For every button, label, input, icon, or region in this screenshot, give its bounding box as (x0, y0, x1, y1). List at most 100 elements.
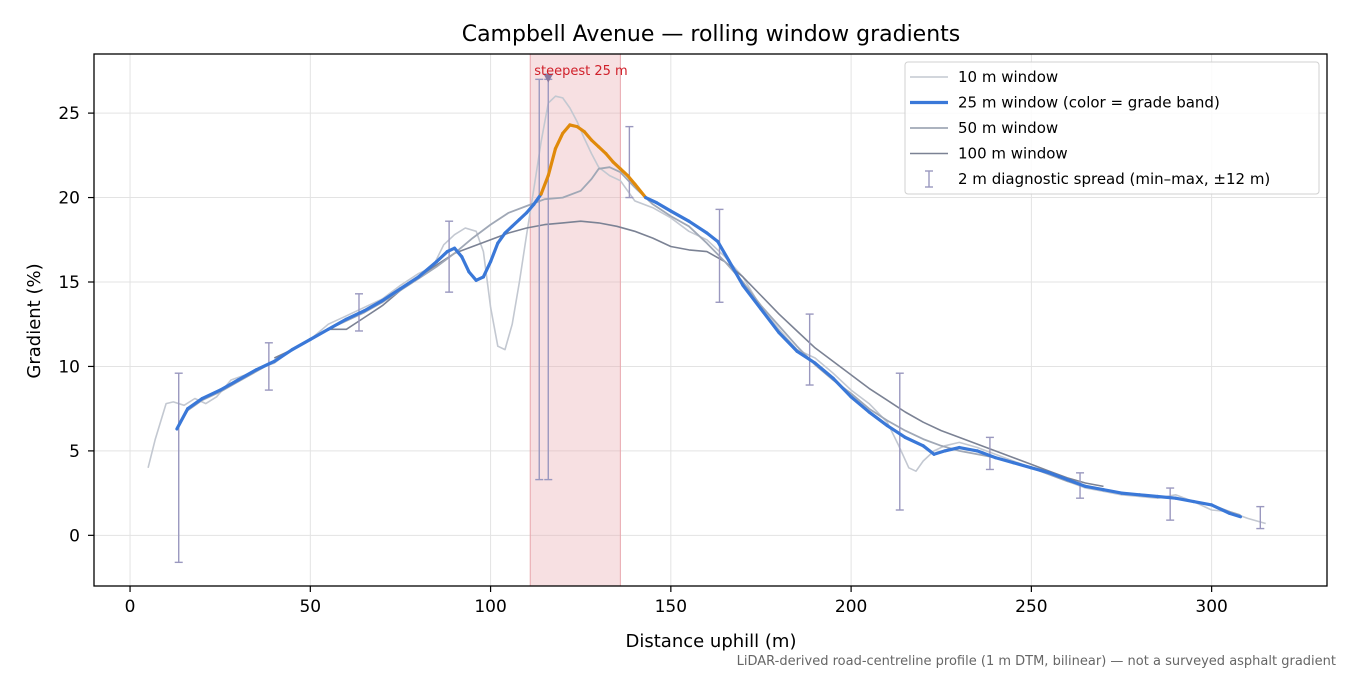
errorbar (895, 372, 904, 511)
series-25m-segment (467, 270, 478, 282)
series-25m-segment (1119, 491, 1142, 497)
series-25m-segment (175, 407, 190, 431)
series-25m-segment (654, 201, 673, 213)
series-25m-segment (380, 287, 403, 303)
legend-entry: 10 m window (910, 68, 1058, 86)
series-25m-segment (272, 347, 294, 363)
series-25m-segment (503, 224, 514, 235)
series-25m-segment (849, 395, 871, 414)
footnote: LiDAR-derived road-centreline profile (1… (737, 654, 1336, 669)
axes-frame (93, 53, 1328, 587)
errorbar (264, 342, 273, 391)
series-25m-segment (561, 123, 572, 135)
series-25m-segment (943, 445, 961, 453)
series-25m-segment (741, 283, 763, 311)
series-25m-segment (1155, 494, 1178, 500)
series-25m-segment (553, 131, 565, 151)
legend-entry: 25 m window (color = grade band) (910, 94, 1220, 112)
series-25m-segment (434, 250, 449, 264)
y-tick-label: 5 (69, 442, 80, 462)
legend-label: 25 m window (color = grade band) (958, 94, 1220, 112)
y-tick-label: 15 (58, 273, 80, 293)
x-tick-label: 200 (835, 597, 867, 617)
series-25m-segment (1210, 503, 1232, 515)
steepest-label: steepest 25 m (534, 64, 627, 79)
series-25m-segment (254, 359, 276, 372)
errorbar (1166, 487, 1175, 521)
series-25m-segment (582, 130, 594, 142)
errorbar (535, 78, 544, 481)
errorbar (174, 372, 183, 564)
series-25m-segment (416, 260, 439, 279)
series-25m-segment (218, 378, 240, 392)
errorbar (1256, 505, 1265, 530)
legend-entry: 2 m diagnostic spread (min–max, ±12 m) (925, 170, 1270, 188)
legend-label: 2 m diagnostic spread (min–max, ±12 m) (958, 170, 1270, 188)
series-25m-segment (546, 146, 558, 178)
steepest-segment-band (529, 53, 621, 587)
legend-box (904, 61, 1320, 195)
y-tick-label: 0 (69, 526, 80, 546)
steepest-marker (543, 73, 554, 83)
series-25m-segment (604, 152, 615, 164)
series-25m-segment (611, 160, 622, 171)
series-25m-segment (867, 410, 889, 428)
series-25m-segment (705, 231, 720, 244)
legend-label: 100 m window (958, 145, 1068, 163)
series-25m-segment (618, 167, 630, 178)
errorbar (715, 208, 724, 303)
series-25m-segment (813, 361, 835, 380)
series-25m-segment (669, 209, 691, 223)
y-tick-label: 20 (58, 189, 80, 209)
series-25m-segment (1173, 496, 1196, 504)
series-25m-segment (921, 444, 936, 456)
legend-entry: 50 m window (910, 119, 1058, 137)
series-25m-segment (1101, 488, 1124, 495)
series-25m-segment (517, 211, 529, 222)
series-25m-segment (496, 231, 507, 245)
x-tick-label: 150 (655, 597, 687, 617)
series-25m-segment (633, 182, 648, 200)
series-25m-segment (186, 396, 204, 411)
x-tick-label: 250 (1015, 597, 1047, 617)
errorbar (445, 220, 454, 293)
series-25m-segment (1011, 461, 1033, 470)
series-25m-segment (644, 195, 659, 205)
series-25m-segment (687, 219, 709, 235)
series-25m-segment (993, 456, 1015, 465)
legend: 10 m window 25 m window (color = grade ba… (904, 61, 1320, 195)
series-25m-segment (452, 246, 464, 259)
series-25m-segment (625, 174, 637, 186)
series-25m-segment (1065, 478, 1088, 488)
series-25m-segment (510, 217, 522, 228)
series-25m-segment (344, 309, 366, 321)
series-25m-segment (726, 258, 745, 287)
errorbar (805, 313, 814, 386)
series-25m-segment (525, 202, 536, 215)
errorbar (985, 436, 994, 471)
x-tick-label: 50 (299, 597, 321, 617)
series-25m-segment (398, 275, 421, 291)
series-25m-segment (1029, 466, 1051, 475)
series-25m-segment (290, 337, 312, 352)
y-axis-label: Gradient (%) (24, 263, 45, 378)
series-25m-segment (308, 327, 330, 342)
series-25m-segment (975, 449, 997, 460)
x-axis-label: Distance uphill (m) (626, 631, 797, 652)
x-tick-label: 100 (474, 597, 506, 617)
series-25m-segment (488, 241, 500, 264)
series-25m-segment (200, 388, 222, 401)
series-25m-segment (460, 255, 471, 274)
legend-label: 50 m window (958, 119, 1058, 137)
series-25m-segment (1228, 511, 1243, 519)
y-tick-label: 10 (58, 357, 80, 377)
series-25m-segment (831, 376, 853, 399)
series-25m-segment (597, 145, 608, 156)
series-25m-segment (1047, 471, 1070, 482)
series-25m-segment (539, 174, 550, 196)
series-25m-segment (795, 349, 817, 365)
plot-area: steepest 25 m 0 50 100 150 200 250 300 0 5 10 15 20 2… (58, 53, 1328, 617)
series-25m-segment (932, 449, 947, 456)
series-25m-segment (885, 423, 907, 439)
x-tick-label: 300 (1195, 597, 1227, 617)
